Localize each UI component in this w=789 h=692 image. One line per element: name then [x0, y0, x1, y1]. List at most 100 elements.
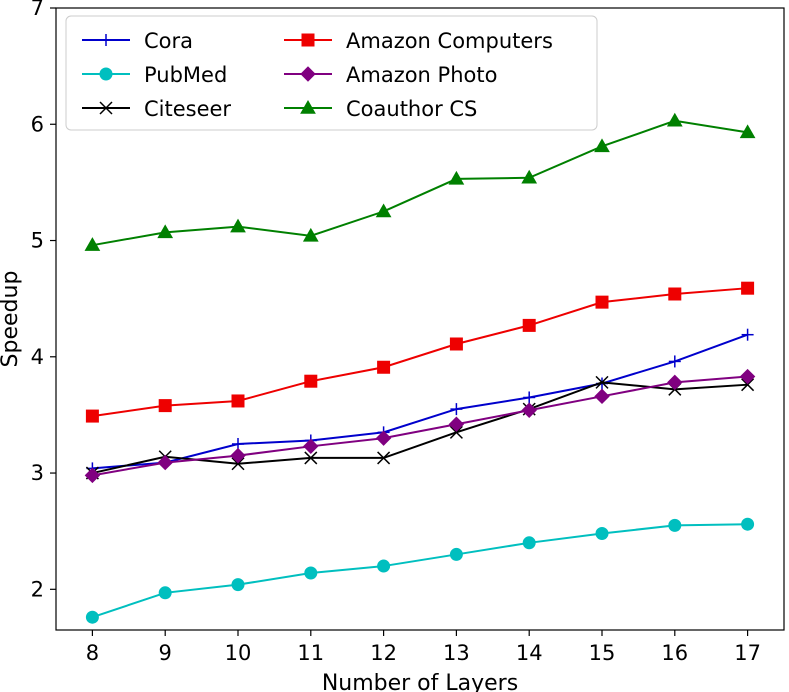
series-line-amazon-computers — [92, 287, 748, 418]
point-coauthor-cs-17 — [739, 124, 756, 139]
point-pubmed-16 — [668, 518, 682, 532]
x-tick-label-11: 11 — [297, 641, 324, 665]
point-citeseer-17 — [741, 378, 755, 392]
point-pubmed-11 — [304, 566, 318, 580]
point-citeseer-11-b — [304, 451, 318, 465]
legend-label-amazon-photo: Amazon Photo — [346, 63, 497, 87]
point-amazon-photo-11 — [303, 438, 319, 455]
plot-frame — [55, 7, 785, 631]
axes: 8 9 10 11 12 13 14 15 16 17 2 3 4 5 6 7 — [31, 0, 785, 665]
series-line-pubmed — [92, 523, 748, 619]
point-pubmed-9 — [158, 586, 172, 600]
legend-label-pubmed: PubMed — [144, 63, 227, 87]
point-coauthor-cs-10 — [230, 218, 246, 233]
point-amazon-computers-9 — [158, 399, 172, 413]
series-line-cora — [92, 333, 748, 470]
point-coauthor-cs-13 — [448, 170, 465, 185]
point-citeseer-15-b — [595, 375, 609, 389]
point-pubmed-15 — [595, 527, 609, 541]
point-amazon-computers-11 — [304, 374, 318, 388]
y-tick-label-7: 7 — [31, 0, 44, 20]
point-coauthor-cs-12 — [375, 203, 392, 218]
legend-label-amazon-computers: Amazon Computers — [346, 29, 553, 53]
point-cora-14 — [523, 391, 536, 404]
x-tick-label-8: 8 — [86, 641, 99, 665]
legend-marker-citeseer-b — [99, 101, 113, 115]
y-tick-label-5: 5 — [31, 229, 44, 253]
point-amazon-computers-15 — [595, 295, 609, 309]
point-citeseer-11 — [304, 451, 318, 465]
legend-item-cora: Cora — [82, 29, 193, 53]
point-pubmed-17 — [741, 517, 755, 531]
point-coauthor-cs-8 — [84, 237, 101, 251]
point-coauthor-cs-14 — [521, 169, 538, 184]
x-tick-label-15: 15 — [589, 641, 616, 665]
legend-marker-amazon-photo — [300, 66, 316, 82]
point-cora-13 — [450, 403, 463, 416]
legend-marker-citeseer — [99, 101, 113, 115]
point-coauthor-cs-9 — [157, 224, 174, 239]
point-pubmed-13 — [449, 547, 463, 561]
point-amazon-computers-8 — [85, 409, 99, 423]
series-line-coauthor-cs — [92, 119, 748, 247]
legend-marker-cora — [100, 34, 112, 46]
series-cora — [86, 328, 754, 475]
point-pubmed-14 — [522, 536, 536, 550]
point-citeseer-13 — [449, 425, 463, 439]
x-tick-label-14: 14 — [516, 641, 543, 665]
y-axis-label: Speedup — [0, 271, 23, 368]
point-citeseer-10-b — [231, 457, 245, 471]
legend-label-coauthor-cs: Coauthor CS — [346, 97, 477, 121]
point-cora-16 — [668, 355, 681, 368]
legend-item-amazon-computers: Amazon Computers — [284, 29, 553, 53]
series-line-amazon-photo — [92, 375, 748, 477]
point-amazon-photo-14 — [521, 402, 537, 418]
point-amazon-photo-17 — [739, 368, 756, 385]
series-amazon-computers — [85, 281, 755, 423]
x-tick-label-9: 9 — [159, 641, 172, 665]
point-amazon-computers-13 — [449, 337, 463, 351]
point-amazon-photo-8 — [84, 467, 101, 484]
point-amazon-computers-17 — [741, 281, 755, 295]
point-amazon-photo-9 — [157, 454, 173, 471]
legend-item-citeseer: Citeseer — [82, 97, 231, 121]
point-citeseer-12 — [377, 451, 391, 465]
x-tick-label-10: 10 — [225, 641, 252, 665]
legend-item-coauthor-cs: Coauthor CS — [284, 97, 477, 121]
legend-marker-amazon-computers — [301, 33, 315, 47]
legend: Cora PubMed Citeseer Amazon Computers Amazon… — [65, 15, 598, 131]
x-tick-label-13: 13 — [443, 641, 470, 665]
point-citeseer-10 — [231, 457, 245, 471]
point-citeseer-12-b — [377, 451, 391, 465]
point-coauthor-cs-11 — [302, 227, 319, 242]
y-tick-label-4: 4 — [31, 345, 44, 369]
point-citeseer-13-b — [449, 425, 463, 439]
series-citeseer — [85, 375, 755, 480]
point-amazon-computers-16 — [668, 287, 682, 301]
point-coauthor-cs-16 — [666, 112, 683, 127]
legend-label-citeseer: Citeseer — [144, 97, 231, 121]
legend-marker-pubmed — [99, 67, 113, 81]
series-coauthor-cs — [84, 112, 756, 251]
point-citeseer-15 — [595, 375, 609, 389]
point-amazon-computers-12 — [377, 360, 391, 374]
y-tick-label-3: 3 — [31, 461, 44, 485]
point-amazon-photo-13 — [448, 416, 465, 432]
x-tick-label-12: 12 — [370, 641, 397, 665]
point-amazon-photo-10 — [230, 447, 246, 464]
legend-label-cora: Cora — [144, 29, 193, 53]
y-tick-label-2: 2 — [31, 577, 44, 601]
y-tick-label-6: 6 — [31, 112, 44, 136]
point-amazon-computers-14 — [522, 318, 536, 332]
legend-marker-coauthor-cs — [300, 99, 316, 114]
point-coauthor-cs-15 — [594, 138, 610, 153]
x-axis-label: Number of Layers — [322, 671, 518, 692]
x-tick-label-16: 16 — [661, 641, 688, 665]
series-layer — [84, 112, 756, 624]
legend-item-amazon-photo: Amazon Photo — [284, 63, 497, 87]
point-amazon-photo-15 — [594, 388, 610, 405]
series-amazon-photo — [84, 368, 756, 484]
point-pubmed-10 — [231, 578, 245, 592]
series-line-citeseer — [92, 381, 748, 475]
